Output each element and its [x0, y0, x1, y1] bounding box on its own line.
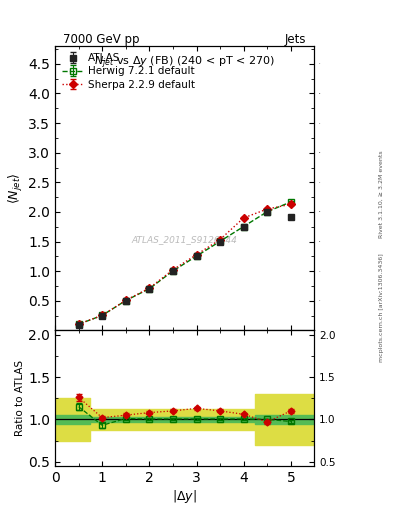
X-axis label: $|\Delta y|$: $|\Delta y|$ — [172, 487, 197, 504]
Text: 7000 GeV pp: 7000 GeV pp — [63, 33, 140, 46]
Text: Jets: Jets — [285, 33, 307, 46]
Y-axis label: $\langle N_{jet}\rangle$: $\langle N_{jet}\rangle$ — [7, 173, 26, 204]
Text: ATLAS_2011_S9126244: ATLAS_2011_S9126244 — [132, 235, 238, 244]
Text: Rivet 3.1.10, ≥ 3.2M events: Rivet 3.1.10, ≥ 3.2M events — [379, 151, 384, 239]
Text: $N_{jet}$ vs $\Delta y$ (FB) (240 < pT < 270): $N_{jet}$ vs $\Delta y$ (FB) (240 < pT <… — [94, 55, 275, 71]
Text: mcplots.cern.ch [arXiv:1306.3436]: mcplots.cern.ch [arXiv:1306.3436] — [379, 253, 384, 361]
Legend: ATLAS, Herwig 7.2.1 default, Sherpa 2.2.9 default: ATLAS, Herwig 7.2.1 default, Sherpa 2.2.… — [60, 51, 197, 92]
Y-axis label: Ratio to ATLAS: Ratio to ATLAS — [15, 360, 26, 436]
